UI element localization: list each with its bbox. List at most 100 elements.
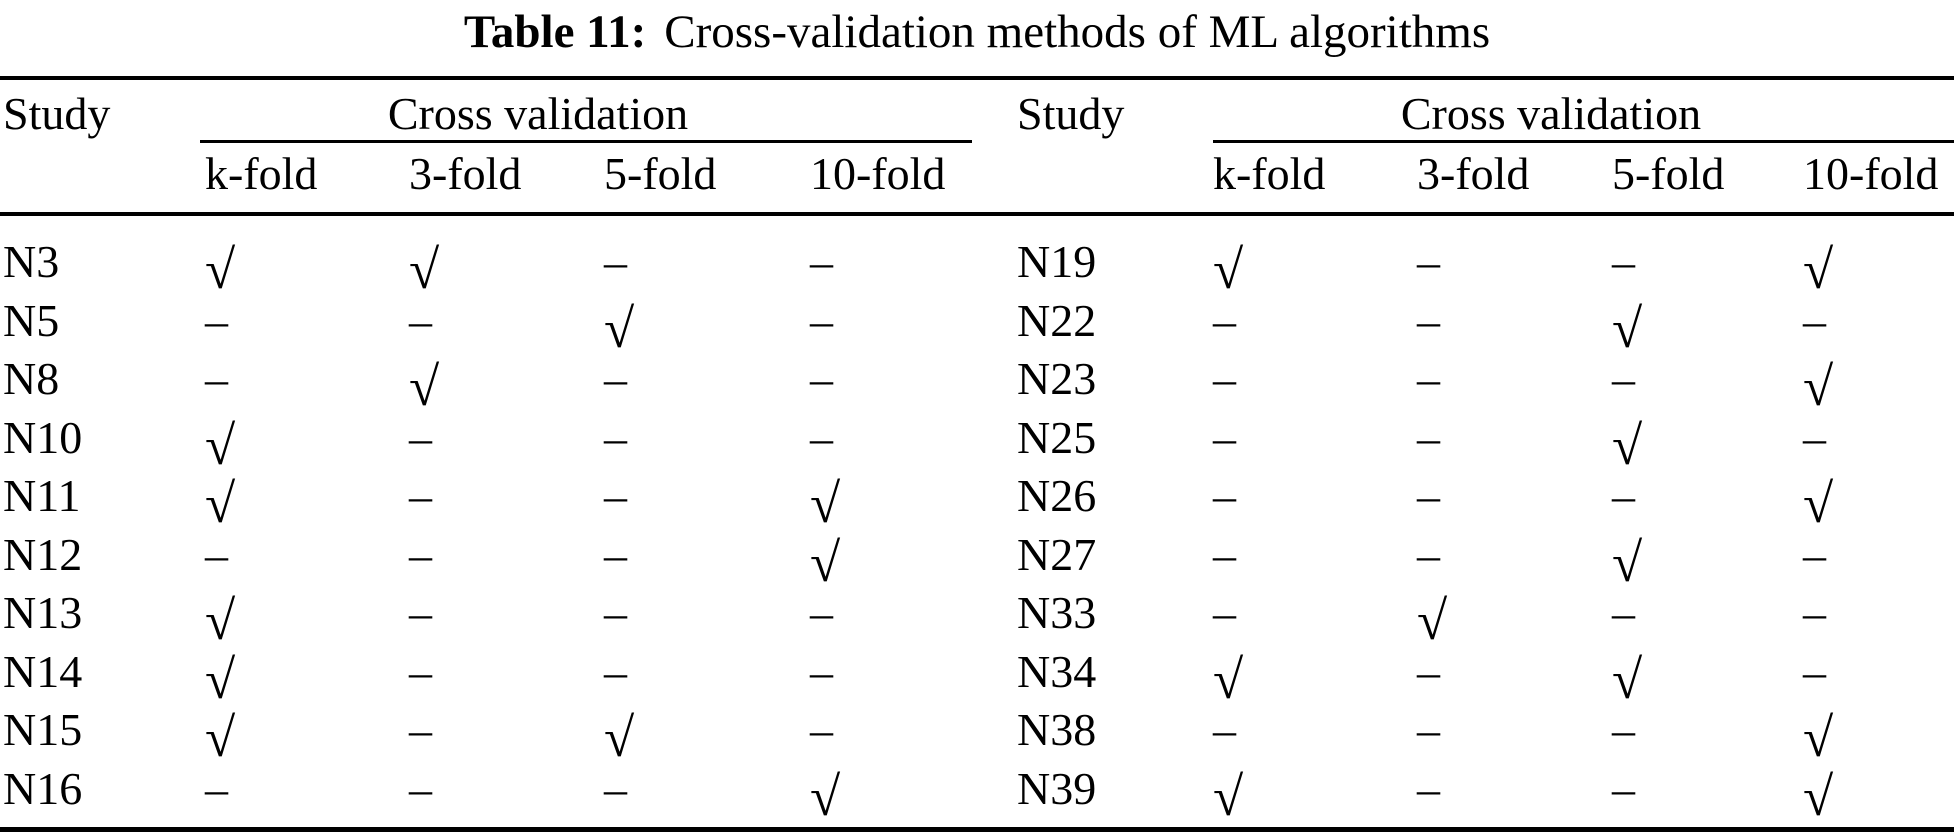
- study-label: N25: [1017, 411, 1097, 463]
- dash-icon: –: [1612, 353, 1635, 404]
- cell-5-fold: √: [604, 292, 634, 356]
- table-row: N13 √ – – –: [0, 584, 1954, 648]
- cell-k-fold: –: [205, 350, 228, 408]
- table-row: N11 √ – – √: [0, 467, 1954, 531]
- study-label: N5: [3, 294, 60, 346]
- cell-10-fold: –: [810, 350, 833, 408]
- cell-5-fold: –: [604, 526, 627, 584]
- dash-icon: –: [1417, 411, 1440, 463]
- dash-icon: –: [1417, 762, 1440, 814]
- dash-icon: –: [205, 528, 228, 580]
- cell-3-fold: –: [409, 467, 432, 525]
- check-icon: √: [409, 239, 440, 300]
- table-row: N12 – – – √: [0, 526, 1954, 590]
- cell-3-fold: –: [1417, 701, 1440, 759]
- cell-5-fold: –: [604, 584, 627, 642]
- cell-3-fold: –: [409, 701, 432, 759]
- cell-5-fold: √: [1612, 526, 1642, 590]
- dash-icon: –: [1803, 411, 1826, 463]
- cell-10-fold: √: [1803, 760, 1833, 824]
- column-header-left-k-fold: k-fold: [205, 148, 318, 199]
- dash-icon: –: [409, 704, 432, 755]
- top-rule: [0, 76, 1954, 80]
- cell-3-fold: –: [1417, 409, 1440, 467]
- dash-icon: –: [1213, 587, 1236, 638]
- dash-icon: –: [409, 645, 432, 697]
- column-header-left-5-fold: 5-fold: [604, 148, 717, 199]
- check-icon: √: [205, 648, 236, 710]
- check-icon: √: [205, 590, 236, 651]
- dash-icon: –: [409, 528, 432, 580]
- column-header-left-10-fold: 10-fold: [810, 148, 946, 199]
- column-header-right-5-fold: 5-fold: [1612, 148, 1725, 199]
- dash-icon: –: [1803, 645, 1826, 697]
- cell-10-fold: –: [810, 643, 833, 701]
- dash-icon: –: [604, 762, 627, 814]
- table-row: N25 – – √ –: [0, 409, 1954, 473]
- check-icon: √: [810, 473, 841, 534]
- dash-icon: –: [810, 411, 833, 463]
- study-label: N23: [1017, 353, 1097, 404]
- column-header-right-k-fold: k-fold: [1213, 148, 1326, 199]
- dash-icon: –: [1213, 294, 1236, 346]
- check-icon: √: [1803, 239, 1834, 300]
- cell-10-fold: –: [1803, 526, 1826, 584]
- dash-icon: –: [205, 353, 228, 404]
- cell-3-fold: –: [409, 584, 432, 642]
- cell-k-fold: √: [205, 643, 235, 707]
- cell-5-fold: –: [1612, 350, 1635, 408]
- cell-5-fold: √: [1612, 643, 1642, 707]
- table-row: N22 – – √ –: [0, 292, 1954, 356]
- cell-k-fold: √: [1213, 233, 1243, 297]
- check-icon: √: [1612, 414, 1643, 476]
- cell-5-fold: √: [1612, 292, 1642, 356]
- cell-5-fold: –: [604, 760, 627, 818]
- cell-3-fold: –: [1417, 233, 1440, 291]
- check-icon: √: [1803, 356, 1834, 417]
- check-icon: √: [604, 707, 635, 768]
- dash-icon: –: [604, 587, 627, 638]
- table-row: N10 √ – – –: [0, 409, 1954, 473]
- table-row: N26 – – – √: [0, 467, 1954, 531]
- group-underline-rule-right: [1213, 140, 1954, 143]
- study-label: N27: [1017, 528, 1097, 580]
- group-header-left: Cross validation: [387, 88, 689, 139]
- study-label: N10: [3, 411, 83, 463]
- cell-10-fold: √: [1803, 467, 1833, 531]
- check-icon: √: [810, 531, 841, 593]
- study-label: N14: [3, 645, 83, 697]
- dash-icon: –: [409, 294, 432, 346]
- dash-icon: –: [810, 353, 833, 404]
- check-icon: √: [1213, 648, 1244, 710]
- cell-5-fold: –: [1612, 760, 1635, 818]
- cell-5-fold: –: [604, 643, 627, 701]
- dash-icon: –: [1213, 353, 1236, 404]
- cell-3-fold: √: [409, 350, 439, 414]
- study-label: N26: [1017, 470, 1097, 521]
- dash-icon: –: [810, 587, 833, 638]
- check-icon: √: [205, 239, 236, 300]
- check-icon: √: [1803, 765, 1834, 827]
- cell-5-fold: –: [1612, 584, 1635, 642]
- dash-icon: –: [205, 294, 228, 346]
- dash-icon: –: [1417, 236, 1440, 287]
- column-header-right-10-fold: 10-fold: [1803, 148, 1939, 199]
- dash-icon: –: [1213, 704, 1236, 755]
- header-bottom-rule: [0, 212, 1954, 216]
- table-caption: Table 11: Cross-validation methods of ML …: [0, 2, 1954, 62]
- cell-10-fold: –: [810, 701, 833, 759]
- study-label: N33: [1017, 587, 1097, 638]
- cell-3-fold: –: [1417, 467, 1440, 525]
- cell-5-fold: √: [1612, 409, 1642, 473]
- cell-k-fold: –: [1213, 292, 1236, 350]
- cell-3-fold: –: [409, 409, 432, 467]
- cell-10-fold: –: [810, 409, 833, 467]
- cell-3-fold: –: [409, 526, 432, 584]
- cell-5-fold: –: [1612, 467, 1635, 525]
- dash-icon: –: [604, 470, 627, 521]
- study-label: N11: [3, 470, 81, 521]
- check-icon: √: [604, 297, 635, 359]
- dash-icon: –: [1417, 294, 1440, 346]
- caption-text: Cross-validation methods of ML algorithm…: [664, 6, 1491, 58]
